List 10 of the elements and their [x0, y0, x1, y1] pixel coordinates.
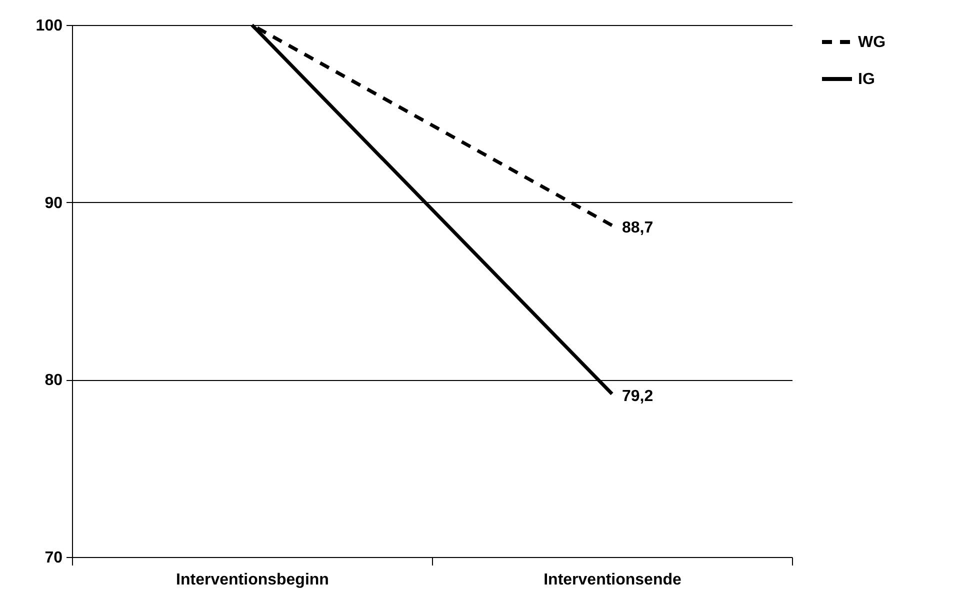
y-tick-label: 80: [44, 372, 63, 390]
data-label: 79,2: [622, 388, 654, 405]
y-tick-label: 90: [44, 194, 63, 212]
legend-label: IG: [858, 71, 875, 88]
y-tick-label: 70: [44, 550, 63, 566]
legend-label: WG: [858, 34, 886, 51]
y-tick-label: 100: [36, 18, 63, 34]
x-tick-label: Interventionsbeginn: [176, 572, 329, 588]
data-label: 88,7: [622, 219, 654, 236]
x-tick-label: Interventionsende: [544, 572, 682, 588]
